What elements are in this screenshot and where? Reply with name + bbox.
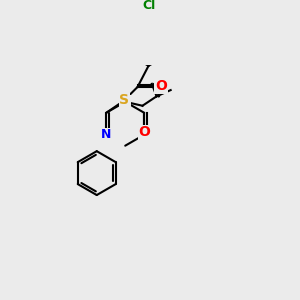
Text: O: O	[138, 125, 150, 140]
Text: S: S	[119, 93, 129, 107]
Text: Cl: Cl	[142, 0, 155, 12]
Text: N: N	[120, 95, 130, 108]
Text: N: N	[101, 128, 111, 141]
Text: O: O	[155, 79, 167, 93]
